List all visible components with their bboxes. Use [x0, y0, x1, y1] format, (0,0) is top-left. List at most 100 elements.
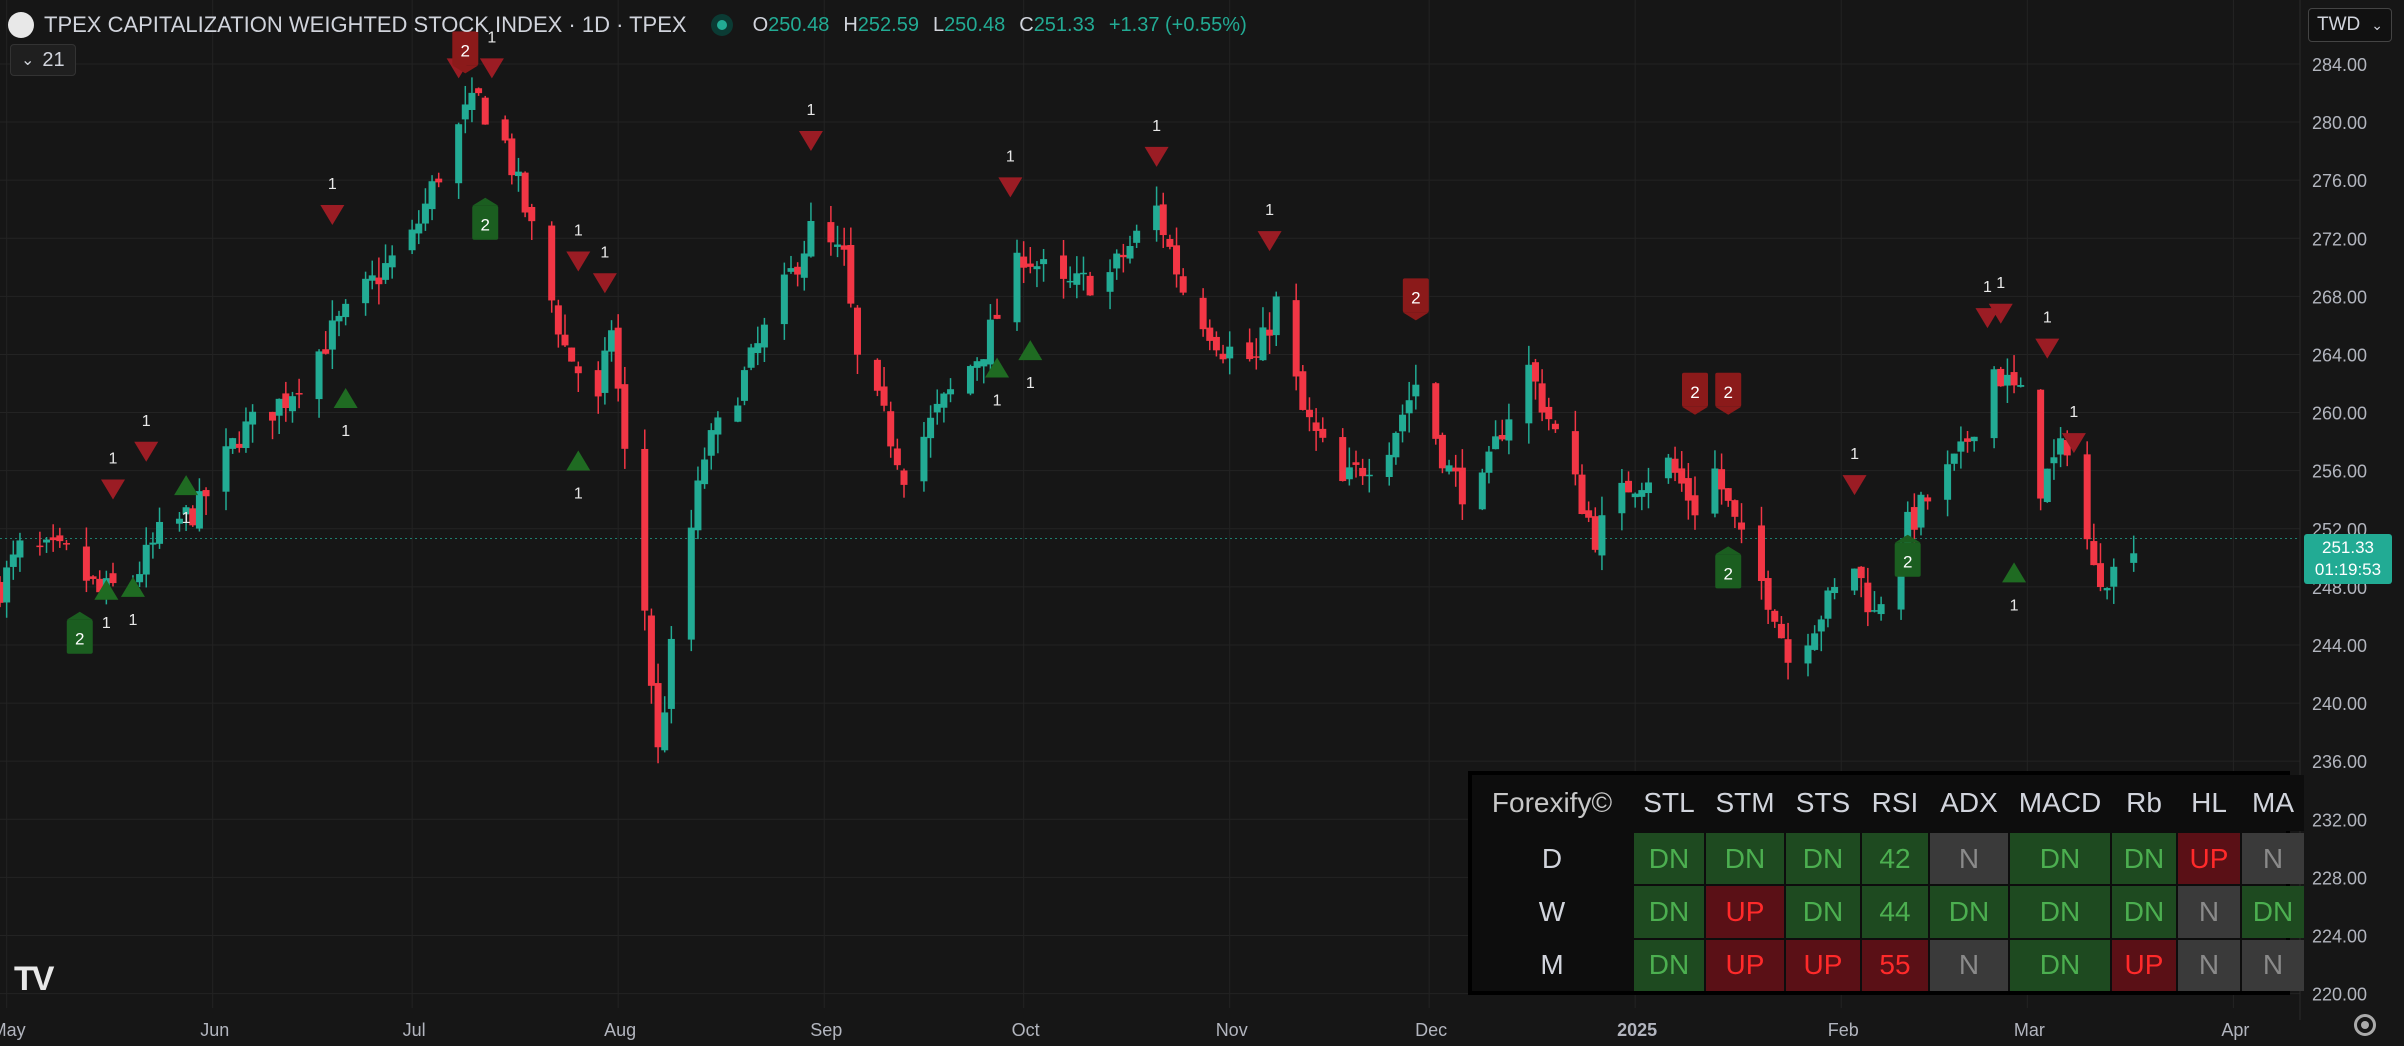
- candle-body: [1452, 467, 1460, 472]
- indicators-toggle-button[interactable]: ⌄ 21: [10, 44, 76, 76]
- candle-body: [986, 319, 994, 365]
- price-tick-label: 260.00: [2312, 404, 2367, 424]
- row-label: D: [1472, 833, 1632, 885]
- candle-body: [1644, 482, 1652, 494]
- candle-body: [780, 274, 788, 325]
- currency-label: TWD: [2317, 14, 2361, 35]
- signal-down-arrow: [1988, 303, 2013, 324]
- candle-body: [1246, 342, 1254, 360]
- signal-badge-notch: [452, 65, 479, 74]
- table-cell: N: [2242, 939, 2304, 991]
- time-axis[interactable]: May Jun Jul Aug Sep Oct Nov Dec 2025 Feb Mar Apr: [0, 1020, 2249, 1040]
- settings-gear-icon[interactable]: [2354, 1014, 2376, 1036]
- candle-body: [1678, 468, 1686, 484]
- candle-body: [82, 546, 90, 581]
- signal-badge-label: 2: [481, 216, 490, 235]
- time-tick-label: Nov: [1216, 1020, 1248, 1040]
- candle-body: [621, 384, 629, 449]
- candle-body: [853, 307, 861, 355]
- candle-body: [415, 223, 423, 234]
- signal-badge: [1715, 554, 1742, 589]
- candle-body: [694, 480, 702, 531]
- candle-body: [940, 393, 948, 408]
- candle-body: [16, 540, 24, 558]
- signal-down-arrow: [1975, 308, 2000, 329]
- signal-arrow-label: 1: [574, 485, 583, 502]
- candle-body: [235, 443, 243, 448]
- signal-badge: [1894, 542, 1921, 577]
- candle-body: [760, 324, 768, 348]
- candle-body: [1166, 238, 1174, 247]
- candle-body: [1226, 346, 1234, 359]
- candle-body: [548, 225, 556, 301]
- candle-body: [1631, 493, 1639, 498]
- signal-up-arrow: [94, 579, 119, 600]
- candle-body: [514, 171, 522, 177]
- candle-body: [1591, 516, 1599, 550]
- candle-body: [1551, 423, 1559, 430]
- currency-select[interactable]: TWD ⌄: [2308, 8, 2392, 42]
- signal-badge-label: 2: [1690, 383, 1699, 402]
- candle-body: [873, 359, 881, 391]
- price-tick-label: 272.00: [2312, 229, 2367, 249]
- candle-body: [1817, 619, 1825, 632]
- candle-body: [1764, 578, 1772, 610]
- candle-body: [1492, 436, 1500, 450]
- table-cell: N: [2178, 939, 2240, 991]
- candle-body: [794, 266, 802, 275]
- col-header-sts: STS: [1786, 775, 1860, 831]
- candle-body: [368, 275, 376, 281]
- signal-arrow-label: 1: [328, 176, 337, 193]
- signal-arrow-label: 1: [1006, 148, 1015, 165]
- candle-body: [375, 277, 383, 285]
- price-tick-label: 280.00: [2312, 113, 2367, 133]
- candle-body: [195, 491, 203, 529]
- candle-body: [3, 567, 11, 603]
- candle-body: [1133, 230, 1141, 243]
- signal-badge-label: 2: [1724, 383, 1733, 402]
- table-cell: DN: [2112, 833, 2176, 885]
- candle-body: [421, 203, 429, 224]
- signal-arrow-label: 1: [600, 244, 609, 261]
- candle-body: [847, 244, 855, 304]
- time-tick-label: Jun: [200, 1020, 229, 1040]
- signals: 21111111221211111111122221211111: [66, 29, 2086, 654]
- candle-body: [1870, 610, 1878, 612]
- candle-body: [1811, 633, 1819, 650]
- candle-body: [1392, 432, 1400, 458]
- candle-body: [2050, 457, 2058, 464]
- candle-body: [834, 244, 842, 247]
- signal-down-arrow: [566, 251, 591, 272]
- candle-body: [2010, 372, 2018, 386]
- signal-up-arrow: [985, 357, 1010, 378]
- candle-body: [1671, 458, 1679, 473]
- candle-body: [1724, 488, 1732, 501]
- candle-body: [328, 320, 336, 350]
- price-axis[interactable]: 284.00 280.00 276.00 272.00 268.00 264.00 260.…: [2312, 55, 2367, 1005]
- candle-body: [667, 638, 675, 709]
- candle-body: [156, 521, 164, 544]
- tradingview-logo-icon[interactable]: TV: [14, 960, 54, 998]
- table-cell: DN: [2242, 886, 2304, 938]
- candle-body: [1206, 327, 1214, 341]
- symbol-title[interactable]: TPEX CAPITALIZATION WEIGHTED STOCK INDEX…: [44, 12, 687, 37]
- bar-countdown: 01:19:53: [2314, 560, 2382, 579]
- candle-body: [608, 330, 616, 352]
- table-cell: 44: [1862, 886, 1928, 938]
- candle-body: [189, 508, 197, 526]
- candle-body: [1711, 468, 1719, 514]
- market-status-icon[interactable]: [710, 14, 733, 36]
- candle-body: [1585, 510, 1593, 518]
- candle-body: [1578, 474, 1586, 514]
- candle-body: [1458, 467, 1466, 505]
- candle-body: [1385, 454, 1393, 478]
- table-cell: N: [1930, 939, 2008, 991]
- price-tick-label: 244.00: [2312, 636, 2367, 656]
- table-cell: UP: [1786, 939, 1860, 991]
- time-tick-label: Dec: [1415, 1020, 1447, 1040]
- table-cell: 55: [1862, 939, 1928, 991]
- candle-body: [2063, 439, 2071, 456]
- candle-body: [980, 359, 988, 367]
- candle-body: [1485, 451, 1493, 473]
